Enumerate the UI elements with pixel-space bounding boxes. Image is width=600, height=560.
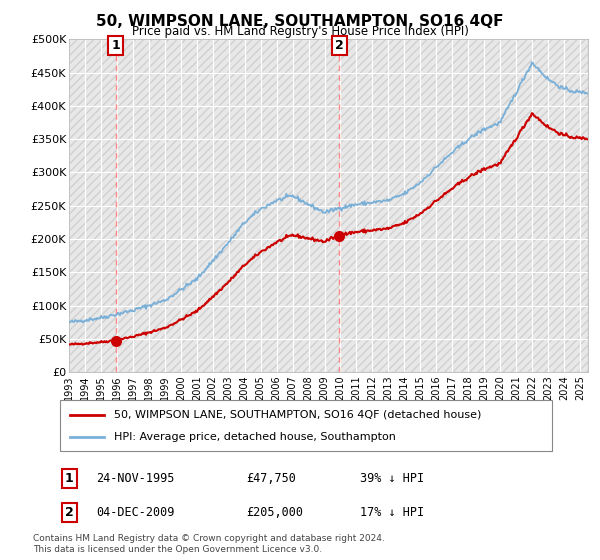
Text: 2: 2 bbox=[65, 506, 73, 519]
Text: 50, WIMPSON LANE, SOUTHAMPTON, SO16 4QF (detached house): 50, WIMPSON LANE, SOUTHAMPTON, SO16 4QF … bbox=[114, 409, 481, 419]
Text: £47,750: £47,750 bbox=[246, 472, 296, 486]
Text: 2: 2 bbox=[335, 39, 344, 52]
Text: 1: 1 bbox=[65, 472, 73, 486]
Text: 04-DEC-2009: 04-DEC-2009 bbox=[96, 506, 175, 519]
FancyBboxPatch shape bbox=[60, 400, 552, 451]
Text: HPI: Average price, detached house, Southampton: HPI: Average price, detached house, Sout… bbox=[114, 432, 396, 442]
Text: 24-NOV-1995: 24-NOV-1995 bbox=[96, 472, 175, 486]
Text: £205,000: £205,000 bbox=[246, 506, 303, 519]
Text: Contains HM Land Registry data © Crown copyright and database right 2024.: Contains HM Land Registry data © Crown c… bbox=[33, 534, 385, 543]
Text: 1: 1 bbox=[111, 39, 120, 52]
Text: 17% ↓ HPI: 17% ↓ HPI bbox=[360, 506, 424, 519]
Text: Price paid vs. HM Land Registry's House Price Index (HPI): Price paid vs. HM Land Registry's House … bbox=[131, 25, 469, 38]
Text: This data is licensed under the Open Government Licence v3.0.: This data is licensed under the Open Gov… bbox=[33, 545, 322, 554]
Text: 39% ↓ HPI: 39% ↓ HPI bbox=[360, 472, 424, 486]
Text: 50, WIMPSON LANE, SOUTHAMPTON, SO16 4QF: 50, WIMPSON LANE, SOUTHAMPTON, SO16 4QF bbox=[96, 14, 504, 29]
